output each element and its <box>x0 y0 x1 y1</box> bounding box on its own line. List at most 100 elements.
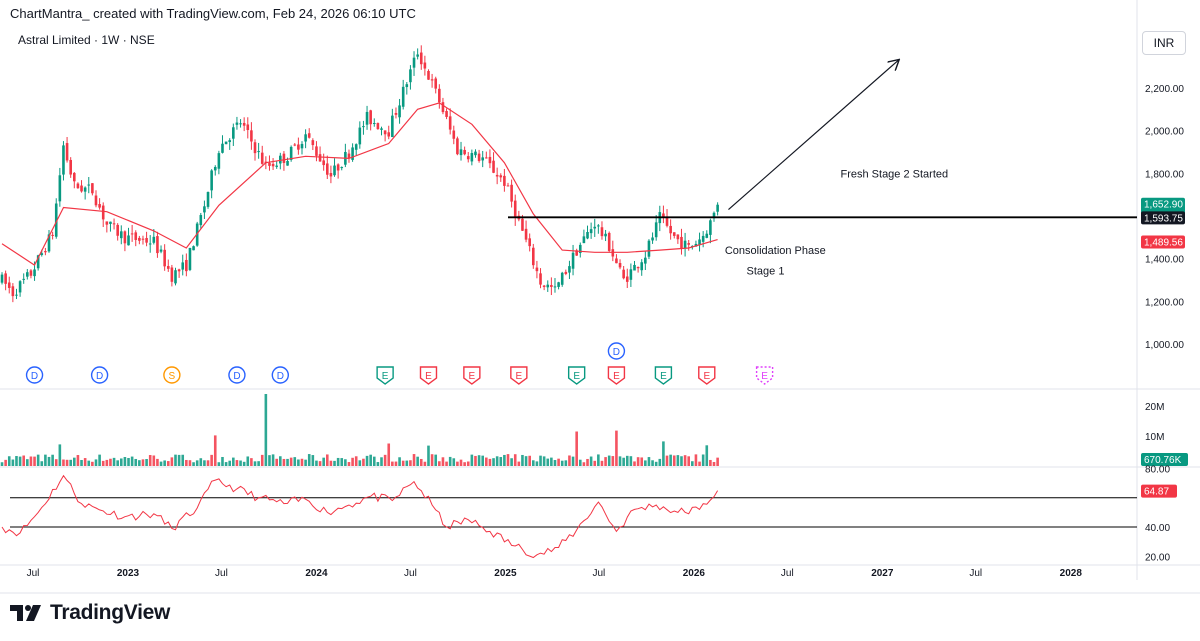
candle-body <box>481 157 485 161</box>
volume-bar <box>372 456 376 466</box>
candle-body <box>351 147 354 160</box>
volume-bar <box>423 461 427 466</box>
volume-bar <box>192 462 195 466</box>
volume-bar <box>705 445 709 466</box>
candle-body <box>307 133 311 138</box>
event-marker-earnings-down[interactable]: E <box>463 366 481 385</box>
candle-body <box>138 237 141 241</box>
volume-bar <box>506 454 510 466</box>
candle-body <box>98 204 101 208</box>
candle-body <box>466 156 470 160</box>
tradingview-logo[interactable]: TradingView <box>10 601 170 625</box>
volume-bar <box>156 458 159 466</box>
volume-bar <box>177 454 181 466</box>
event-marker-dividend[interactable]: D <box>271 366 290 384</box>
marker-label: E <box>703 371 710 382</box>
candle-body <box>564 271 568 274</box>
candle-body <box>474 151 477 156</box>
candle-body <box>362 126 365 128</box>
candle-body <box>217 153 221 169</box>
event-marker-dividend[interactable]: D <box>607 342 626 360</box>
volume-bar <box>470 454 474 466</box>
volume-bar <box>336 457 340 466</box>
volume-bar <box>658 458 662 466</box>
candle-body <box>145 237 148 243</box>
volume-bar <box>11 459 15 466</box>
marker-circle <box>228 366 246 384</box>
volume-bar <box>250 458 253 466</box>
volume-bar <box>531 460 535 466</box>
event-marker-earnings-down[interactable]: E <box>419 366 438 385</box>
volume-bar <box>369 454 372 466</box>
volume-bar <box>325 454 329 466</box>
volume-bar <box>134 458 138 466</box>
event-marker-earnings-up[interactable]: E <box>376 366 394 385</box>
stage2-arrow <box>728 60 898 211</box>
candle-body <box>101 205 105 220</box>
event-marker-earnings-down[interactable]: E <box>607 366 626 385</box>
volume-bar <box>127 457 130 466</box>
candle-body <box>311 140 315 146</box>
candle-body <box>456 138 459 155</box>
marker-circle <box>25 366 44 384</box>
price-axis-tick: 1,400.00 <box>1145 255 1184 266</box>
volume-bar <box>333 460 336 466</box>
marker-shield <box>607 366 626 385</box>
volume-bar <box>651 460 654 466</box>
candle-body <box>488 156 492 164</box>
candle-body <box>300 143 304 149</box>
volume-bar <box>246 456 250 466</box>
volume-bar <box>289 457 293 466</box>
candle-body <box>575 250 578 256</box>
volume-bar <box>228 460 232 466</box>
event-marker-earnings-down[interactable]: E <box>510 366 528 385</box>
candle-body <box>383 130 387 135</box>
candle-body <box>304 134 307 142</box>
volume-bar <box>701 454 705 466</box>
candle-body <box>607 232 611 251</box>
volume-bar <box>91 461 94 466</box>
event-marker-dividend[interactable]: D <box>90 366 109 384</box>
candle-body <box>62 145 65 175</box>
candle-body <box>188 248 192 270</box>
volume-bar <box>257 461 260 466</box>
currency-button[interactable]: INR <box>1142 31 1186 55</box>
candle-body <box>687 243 691 245</box>
event-marker-dividend[interactable]: D <box>25 366 44 384</box>
volume-bar <box>69 459 72 466</box>
volume-axis-tick: 20M <box>1145 402 1164 413</box>
candle-body <box>105 221 109 225</box>
event-marker-earnings-down[interactable]: E <box>698 366 716 385</box>
event-marker-earnings-future[interactable]: E <box>755 366 774 385</box>
event-marker-split[interactable]: S <box>163 366 181 384</box>
volume-bar <box>571 456 575 466</box>
rsi-axis-tick: 80.00 <box>1145 464 1170 475</box>
candle-body <box>419 52 423 65</box>
event-marker-earnings-up[interactable]: E <box>654 366 673 385</box>
candle-body <box>119 231 123 239</box>
event-marker-earnings-up[interactable]: E <box>567 366 586 385</box>
volume-bar <box>409 460 412 466</box>
volume-bar <box>181 454 185 466</box>
candle-body <box>322 160 325 166</box>
candle-body <box>401 86 405 107</box>
marker-label: E <box>613 371 620 382</box>
volume-bar <box>22 455 26 466</box>
candle-body <box>210 170 213 191</box>
candle-body <box>268 162 271 166</box>
volume-bar <box>271 454 275 466</box>
marker-label: D <box>96 371 103 382</box>
volume-bar <box>618 456 622 466</box>
volume-bar <box>553 460 557 466</box>
volume-bar <box>40 461 44 466</box>
volume-bar <box>485 457 488 466</box>
candle-body <box>633 264 636 271</box>
volume-bar <box>712 462 716 466</box>
event-marker-dividend[interactable]: D <box>228 366 246 384</box>
volume-bar <box>636 457 640 466</box>
candle-body <box>170 267 174 282</box>
volume-bar <box>709 459 712 466</box>
volume-bar <box>260 454 264 466</box>
volume-label-bg <box>1141 453 1188 466</box>
volume-bar <box>448 456 452 466</box>
